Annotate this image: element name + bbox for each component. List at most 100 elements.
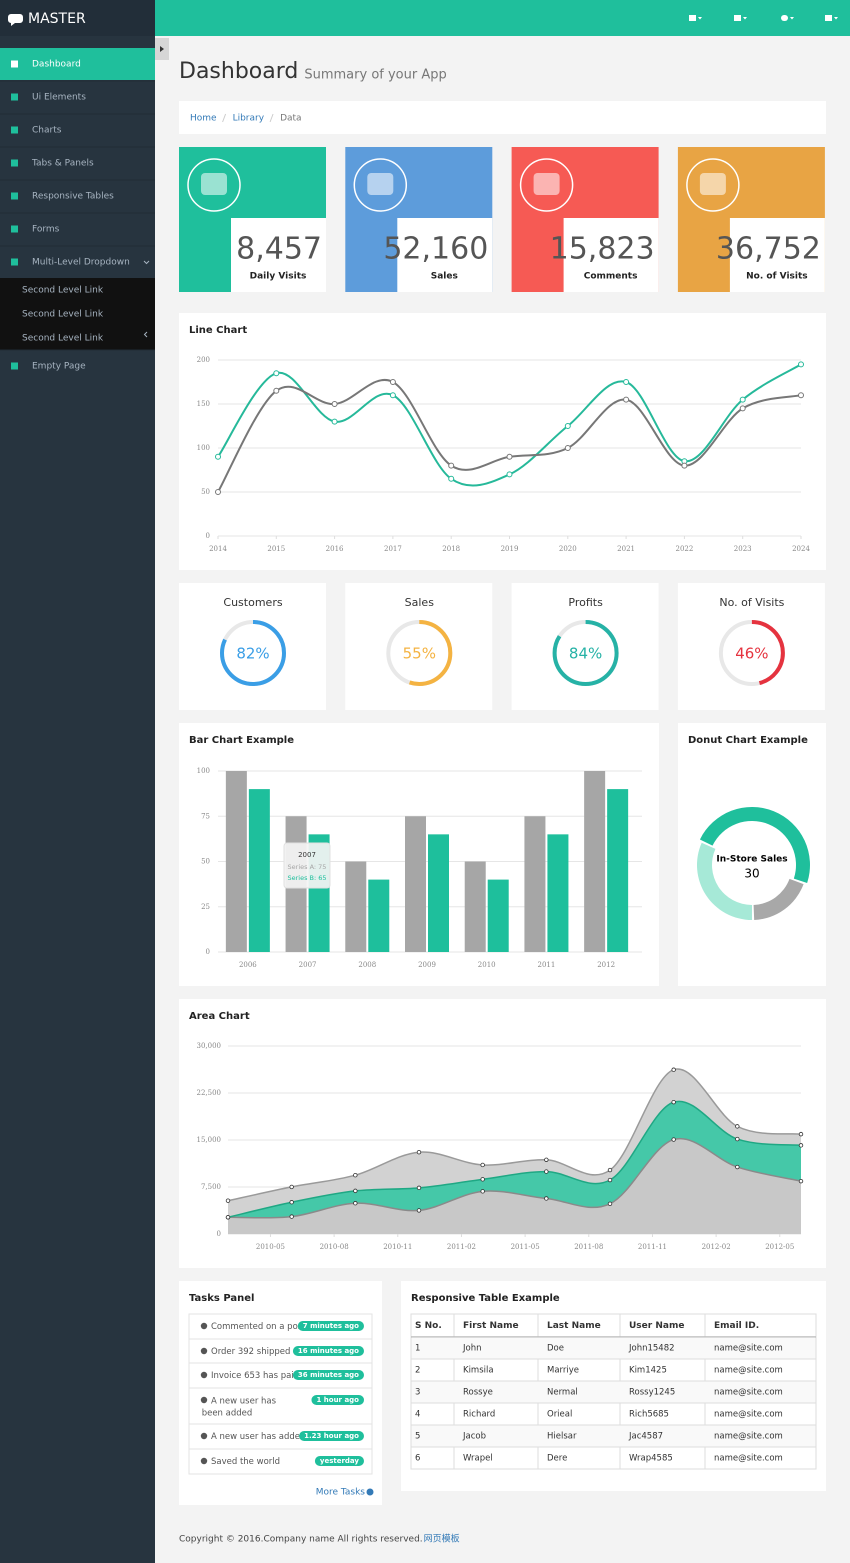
bar (225, 771, 247, 952)
stat-icon-ring (519, 158, 574, 212)
task-badge-text: 7 minutes ago (303, 1322, 359, 1330)
breadcrumb-item[interactable]: Home (190, 114, 217, 124)
stat-icon-ring (353, 158, 408, 212)
stat-label: Daily Visits (250, 272, 307, 282)
table-cell: Kimsila (463, 1366, 494, 1376)
top-icon[interactable] (781, 15, 788, 21)
sidebar (0, 0, 155, 1563)
nav-item[interactable]: Responsive Tables (32, 192, 114, 202)
line-point (331, 418, 338, 425)
area-point (671, 1137, 676, 1142)
area-point (416, 1208, 422, 1213)
more-icon (366, 1488, 374, 1496)
x-tick-label: 2008 (358, 961, 376, 969)
y-tick-label: 100 (197, 767, 210, 775)
donut-segment (699, 806, 811, 883)
line-point (506, 471, 513, 478)
gauge-arc (386, 620, 453, 686)
sub-item[interactable]: Second Level Link (22, 310, 104, 320)
nav-item[interactable]: Tabs & Panels (31, 159, 94, 169)
task-text: A new user has added (211, 1432, 305, 1442)
submenu (0, 278, 155, 350)
task-badge-text: 1.23 hour ago (304, 1432, 359, 1440)
task-badge-text: 36 minutes ago (298, 1371, 359, 1379)
y-tick-label: 50 (201, 858, 210, 866)
caret (698, 17, 702, 20)
task-icon (200, 1396, 208, 1404)
stat-label: Sales (431, 272, 458, 282)
donut-segment (753, 878, 804, 920)
nav-item[interactable]: Charts (32, 126, 62, 136)
gauge-arc (718, 620, 785, 686)
line-point (681, 462, 688, 469)
table-cell: name@site.com (714, 1388, 783, 1398)
x-tick-label: 2014 (209, 545, 227, 553)
gauge-title: No. of Visits (719, 596, 784, 609)
gauge-panel (677, 583, 825, 710)
area-point (544, 1169, 549, 1174)
table-cell: Rossy1245 (629, 1388, 675, 1398)
sub-item[interactable]: Second Level Link (22, 334, 104, 344)
nav-item[interactable]: Dashboard (32, 60, 81, 70)
nav-icon (11, 93, 18, 101)
line-point (564, 445, 571, 451)
table-cell: 4 (415, 1410, 420, 1420)
top-icon[interactable] (825, 15, 832, 21)
table-cell: name@site.com (714, 1344, 783, 1354)
table-header: Last Name (547, 1321, 601, 1331)
table-cell: 6 (415, 1454, 420, 1464)
nav-item[interactable]: Forms (32, 225, 60, 235)
line-point (798, 392, 804, 399)
x-tick-label: 2022 (675, 545, 693, 553)
footer-link[interactable]: 网页模板 (424, 1533, 460, 1545)
panel-title: Tasks Panel (189, 1293, 254, 1304)
y-tick-label: 200 (197, 356, 210, 364)
table-cell: 3 (415, 1388, 420, 1398)
x-tick-label: 2019 (501, 545, 519, 553)
task-icon (200, 1322, 208, 1330)
panel-title: Donut Chart Example (688, 735, 808, 746)
gauge-title: Sales (405, 596, 435, 609)
brand: MASTER (28, 11, 86, 27)
area-point (416, 1185, 422, 1191)
x-tick-label: 2024 (792, 545, 810, 553)
table-cell: name@site.com (714, 1454, 783, 1464)
x-tick-label: 2010-11 (383, 1243, 412, 1251)
line-point (564, 423, 571, 429)
line-panel (179, 313, 826, 570)
more-tasks[interactable]: More Tasks (316, 1488, 366, 1498)
top-icon[interactable] (689, 15, 696, 21)
sub-item[interactable]: Second Level Link (22, 286, 104, 296)
breadcrumb-item[interactable]: Library (233, 114, 265, 124)
x-tick-label: 2012-02 (702, 1243, 731, 1251)
task-badge (311, 1395, 364, 1405)
nav-item[interactable]: Empty Page (32, 362, 86, 372)
nav-item[interactable]: Multi-Level Dropdown (32, 258, 130, 268)
gauge-panel (179, 583, 326, 710)
area-point (480, 1189, 485, 1194)
task-text: Invoice 653 has paid (211, 1371, 299, 1381)
tooltip-line: Series A: 75 (288, 863, 327, 871)
top-icon[interactable] (734, 15, 741, 21)
line-point (331, 401, 338, 407)
area-point (353, 1188, 358, 1194)
line-point (215, 453, 221, 460)
footer-text: Copyright © 2016.Company name All rights… (179, 1535, 423, 1545)
x-tick-label: 2007 (299, 961, 317, 969)
area-point (289, 1200, 294, 1205)
stat-box (729, 218, 825, 292)
nav-item[interactable]: Ui Elements (32, 93, 86, 103)
area-point (289, 1184, 294, 1190)
stat-icon-ring (187, 158, 241, 212)
nav-icon (11, 159, 18, 167)
bar (368, 879, 390, 952)
gauge-title: Profits (568, 596, 603, 609)
line-point (448, 462, 455, 469)
line-point (506, 453, 513, 460)
area-point (671, 1099, 676, 1105)
bar (607, 789, 629, 952)
table-header: S No. (415, 1321, 442, 1331)
y-tick-label: 50 (201, 488, 210, 496)
